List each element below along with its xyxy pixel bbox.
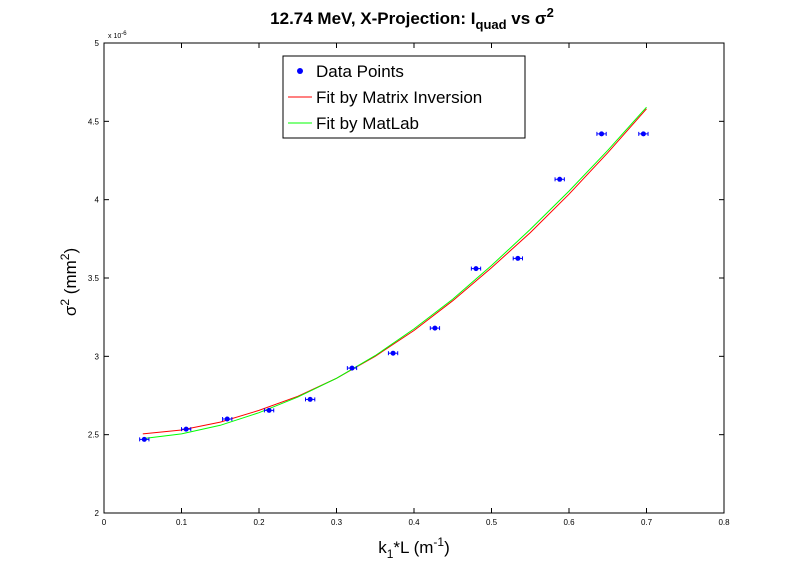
y-tick-label: 4.5 <box>88 117 100 126</box>
legend-label-matrix-fit: Fit by Matrix Inversion <box>316 88 482 107</box>
data-point <box>224 416 230 422</box>
y-axis-label: σ2 (mm2) <box>58 248 80 316</box>
ylabel-superscript-2: 2 <box>58 253 72 260</box>
x-tick-label: 0.4 <box>408 518 420 527</box>
data-point <box>557 176 563 182</box>
legend-marker-data-points <box>297 68 303 74</box>
y-tick-label: 2 <box>95 509 100 518</box>
y-tick-label: 2.5 <box>88 431 100 440</box>
y-axis-multiplier: x 10-6 <box>108 31 127 40</box>
title-main: 12.74 MeV, X-Projection: I <box>270 9 475 28</box>
data-point <box>599 131 605 137</box>
data-point <box>432 325 438 331</box>
y-multiplier-base: x 10 <box>108 33 121 40</box>
legend-box <box>282 55 526 139</box>
data-point <box>349 365 355 371</box>
x-axis-label: k1*L (m-1) <box>378 535 450 561</box>
legend-label-matlab-fit: Fit by MatLab <box>316 114 419 133</box>
data-point <box>266 407 272 413</box>
data-point <box>183 426 189 432</box>
series-line-fit-by-matlab <box>142 106 647 440</box>
data-point <box>515 255 521 261</box>
data-point <box>141 436 147 442</box>
xlabel-base: k <box>378 538 387 557</box>
y-tick-label: 3.5 <box>88 274 100 283</box>
ylabel-end: ) <box>61 248 80 254</box>
xlabel-mid: *L (m <box>393 538 433 557</box>
x-tick-label: 0.8 <box>718 518 730 527</box>
ylabel-base: σ <box>61 305 80 316</box>
y-multiplier-exponent: -6 <box>121 31 127 37</box>
data-point <box>307 396 313 402</box>
ylabel-superscript: 2 <box>58 299 72 306</box>
xlabel-superscript: -1 <box>433 535 444 549</box>
x-tick-label: 0.7 <box>641 518 653 527</box>
series-layer <box>139 106 649 442</box>
x-tick-label: 0 <box>102 518 107 527</box>
data-point <box>473 266 479 272</box>
title-superscript: 2 <box>547 5 554 20</box>
legend: Data Points Fit by Matrix Inversion Fit … <box>282 55 526 139</box>
x-axis: 0 0.1 0.2 0.3 0.4 0.5 0.6 0.7 0.8 <box>102 43 730 527</box>
y-tick-label: 4 <box>95 196 100 205</box>
x-tick-label: 0.3 <box>331 518 343 527</box>
legend-label-data-points: Data Points <box>316 62 404 81</box>
x-tick-label: 0.2 <box>253 518 265 527</box>
xlabel-subscript: 1 <box>387 547 394 561</box>
title-vs: vs σ <box>507 9 547 28</box>
data-point <box>390 350 396 356</box>
xlabel-end: ) <box>444 538 450 557</box>
y-tick-label: 3 <box>95 352 100 361</box>
ylabel-mid: (mm <box>61 260 80 299</box>
chart-title: 12.74 MeV, X-Projection: Iquad vs σ2 <box>270 5 554 32</box>
x-tick-label: 0.1 <box>176 518 188 527</box>
x-tick-label: 0.5 <box>486 518 498 527</box>
x-tick-label: 0.6 <box>563 518 575 527</box>
y-tick-label: 5 <box>95 39 100 48</box>
data-point <box>640 131 646 137</box>
y-axis: 2 2.5 3 3.5 4 4.5 5 <box>88 39 724 518</box>
title-subscript: quad <box>476 17 507 32</box>
